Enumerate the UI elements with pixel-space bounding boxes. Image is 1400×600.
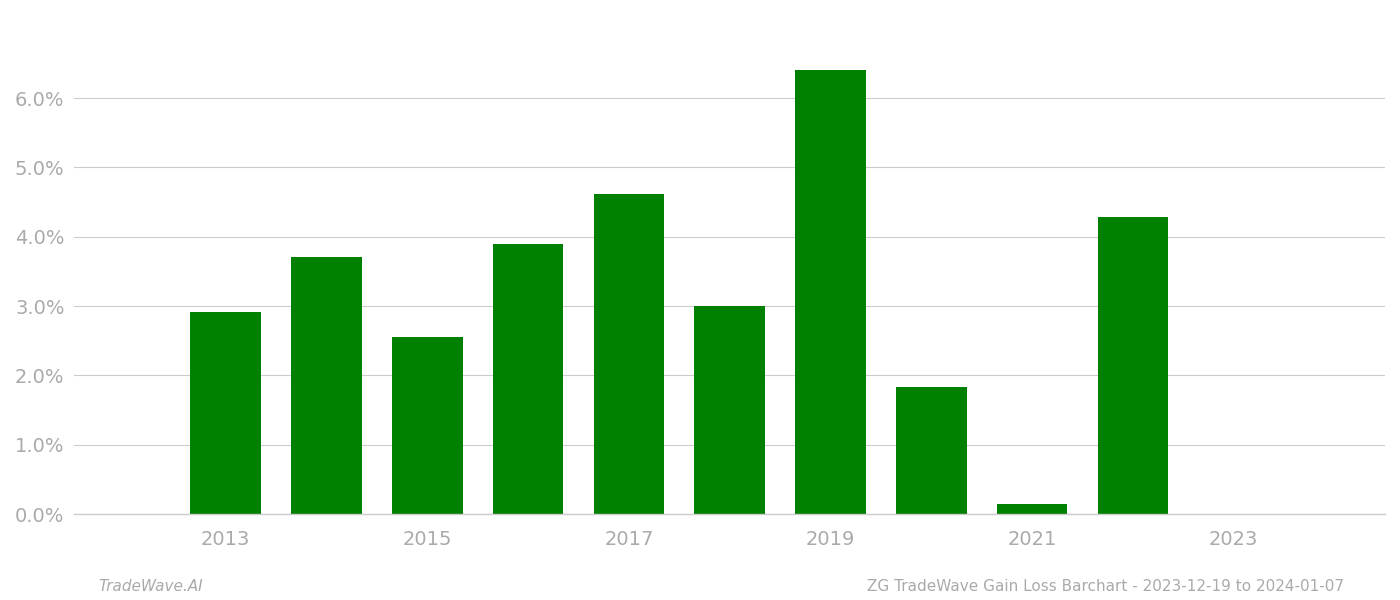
Bar — [392, 337, 462, 514]
Bar — [594, 194, 664, 514]
Text: TradeWave.AI: TradeWave.AI — [98, 579, 203, 594]
Bar — [694, 306, 764, 514]
Bar — [896, 387, 966, 514]
Bar — [997, 503, 1067, 514]
Bar — [1098, 217, 1168, 514]
Bar — [493, 244, 563, 514]
Text: ZG TradeWave Gain Loss Barchart - 2023-12-19 to 2024-01-07: ZG TradeWave Gain Loss Barchart - 2023-1… — [867, 579, 1344, 594]
Bar — [291, 257, 361, 514]
Bar — [795, 70, 865, 514]
Bar — [190, 313, 260, 514]
